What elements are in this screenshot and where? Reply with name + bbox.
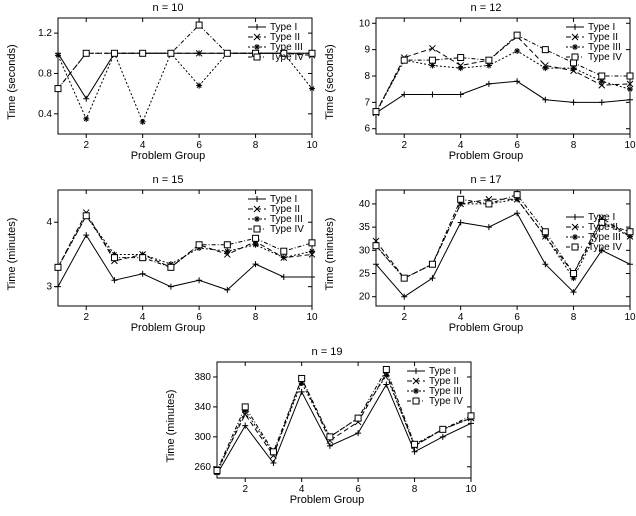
svg-text:9: 9 bbox=[364, 45, 370, 56]
svg-text:20: 20 bbox=[359, 292, 371, 303]
svg-text:2: 2 bbox=[242, 484, 248, 495]
svg-text:300: 300 bbox=[194, 432, 211, 443]
svg-text:2: 2 bbox=[83, 312, 89, 323]
svg-text:6: 6 bbox=[196, 312, 202, 323]
svg-text:380: 380 bbox=[194, 372, 211, 383]
y-axis-label: Time (minutes) bbox=[6, 218, 18, 291]
svg-text:10: 10 bbox=[465, 484, 477, 495]
svg-text:40: 40 bbox=[359, 199, 371, 210]
panel-p17: n = 17Time (minutes)Problem Group2468102… bbox=[336, 176, 636, 332]
svg-text:2: 2 bbox=[83, 140, 89, 151]
svg-text:8: 8 bbox=[571, 140, 577, 151]
svg-text:6: 6 bbox=[514, 140, 520, 151]
panel-p19: n = 19Time (minutes)Problem Group2468102… bbox=[177, 348, 477, 504]
svg-text:4: 4 bbox=[299, 484, 305, 495]
svg-text:8: 8 bbox=[364, 71, 370, 82]
panel-p15: n = 15Time (minutes)Problem Group2468103… bbox=[18, 176, 318, 332]
svg-text:8: 8 bbox=[571, 312, 577, 323]
svg-text:4: 4 bbox=[46, 217, 52, 228]
chart-grid: n = 10Time (seconds)Problem Group2468100… bbox=[0, 0, 636, 516]
svg-text:1.2: 1.2 bbox=[38, 28, 52, 39]
svg-text:6: 6 bbox=[196, 140, 202, 151]
svg-text:4: 4 bbox=[140, 312, 146, 323]
y-axis-label: Time (seconds) bbox=[324, 44, 336, 119]
panel-p12: n = 12Time (seconds)Problem Group2468106… bbox=[336, 4, 636, 160]
svg-text:4: 4 bbox=[458, 312, 464, 323]
svg-text:2: 2 bbox=[401, 312, 407, 323]
svg-text:260: 260 bbox=[194, 462, 211, 473]
svg-text:0.8: 0.8 bbox=[38, 68, 52, 79]
y-axis-label: Time (minutes) bbox=[165, 390, 177, 463]
svg-text:25: 25 bbox=[359, 269, 371, 280]
svg-text:8: 8 bbox=[253, 140, 259, 151]
svg-text:10: 10 bbox=[306, 312, 318, 323]
svg-text:35: 35 bbox=[359, 222, 371, 233]
legend-item-3: Type IV bbox=[588, 242, 622, 253]
svg-text:3: 3 bbox=[46, 282, 52, 293]
svg-text:8: 8 bbox=[412, 484, 418, 495]
svg-text:10: 10 bbox=[624, 312, 636, 323]
y-axis-label: Time (seconds) bbox=[6, 44, 18, 119]
svg-text:10: 10 bbox=[359, 18, 371, 29]
svg-text:8: 8 bbox=[253, 312, 259, 323]
svg-text:4: 4 bbox=[140, 140, 146, 151]
legend-item-3: Type IV bbox=[270, 52, 304, 63]
svg-text:6: 6 bbox=[364, 124, 370, 135]
svg-text:340: 340 bbox=[194, 402, 211, 413]
svg-text:30: 30 bbox=[359, 245, 371, 256]
svg-text:7: 7 bbox=[364, 97, 370, 108]
panel-p10: n = 10Time (seconds)Problem Group2468100… bbox=[18, 4, 318, 160]
svg-text:10: 10 bbox=[306, 140, 318, 151]
y-axis-label: Time (minutes) bbox=[324, 218, 336, 291]
svg-text:0.4: 0.4 bbox=[38, 109, 52, 120]
legend-item-3: Type IV bbox=[429, 396, 463, 407]
svg-text:4: 4 bbox=[458, 140, 464, 151]
svg-text:6: 6 bbox=[514, 312, 520, 323]
svg-text:2: 2 bbox=[401, 140, 407, 151]
legend-item-3: Type IV bbox=[588, 52, 622, 63]
svg-text:6: 6 bbox=[355, 484, 361, 495]
legend-item-3: Type IV bbox=[270, 224, 304, 235]
svg-text:10: 10 bbox=[624, 140, 636, 151]
